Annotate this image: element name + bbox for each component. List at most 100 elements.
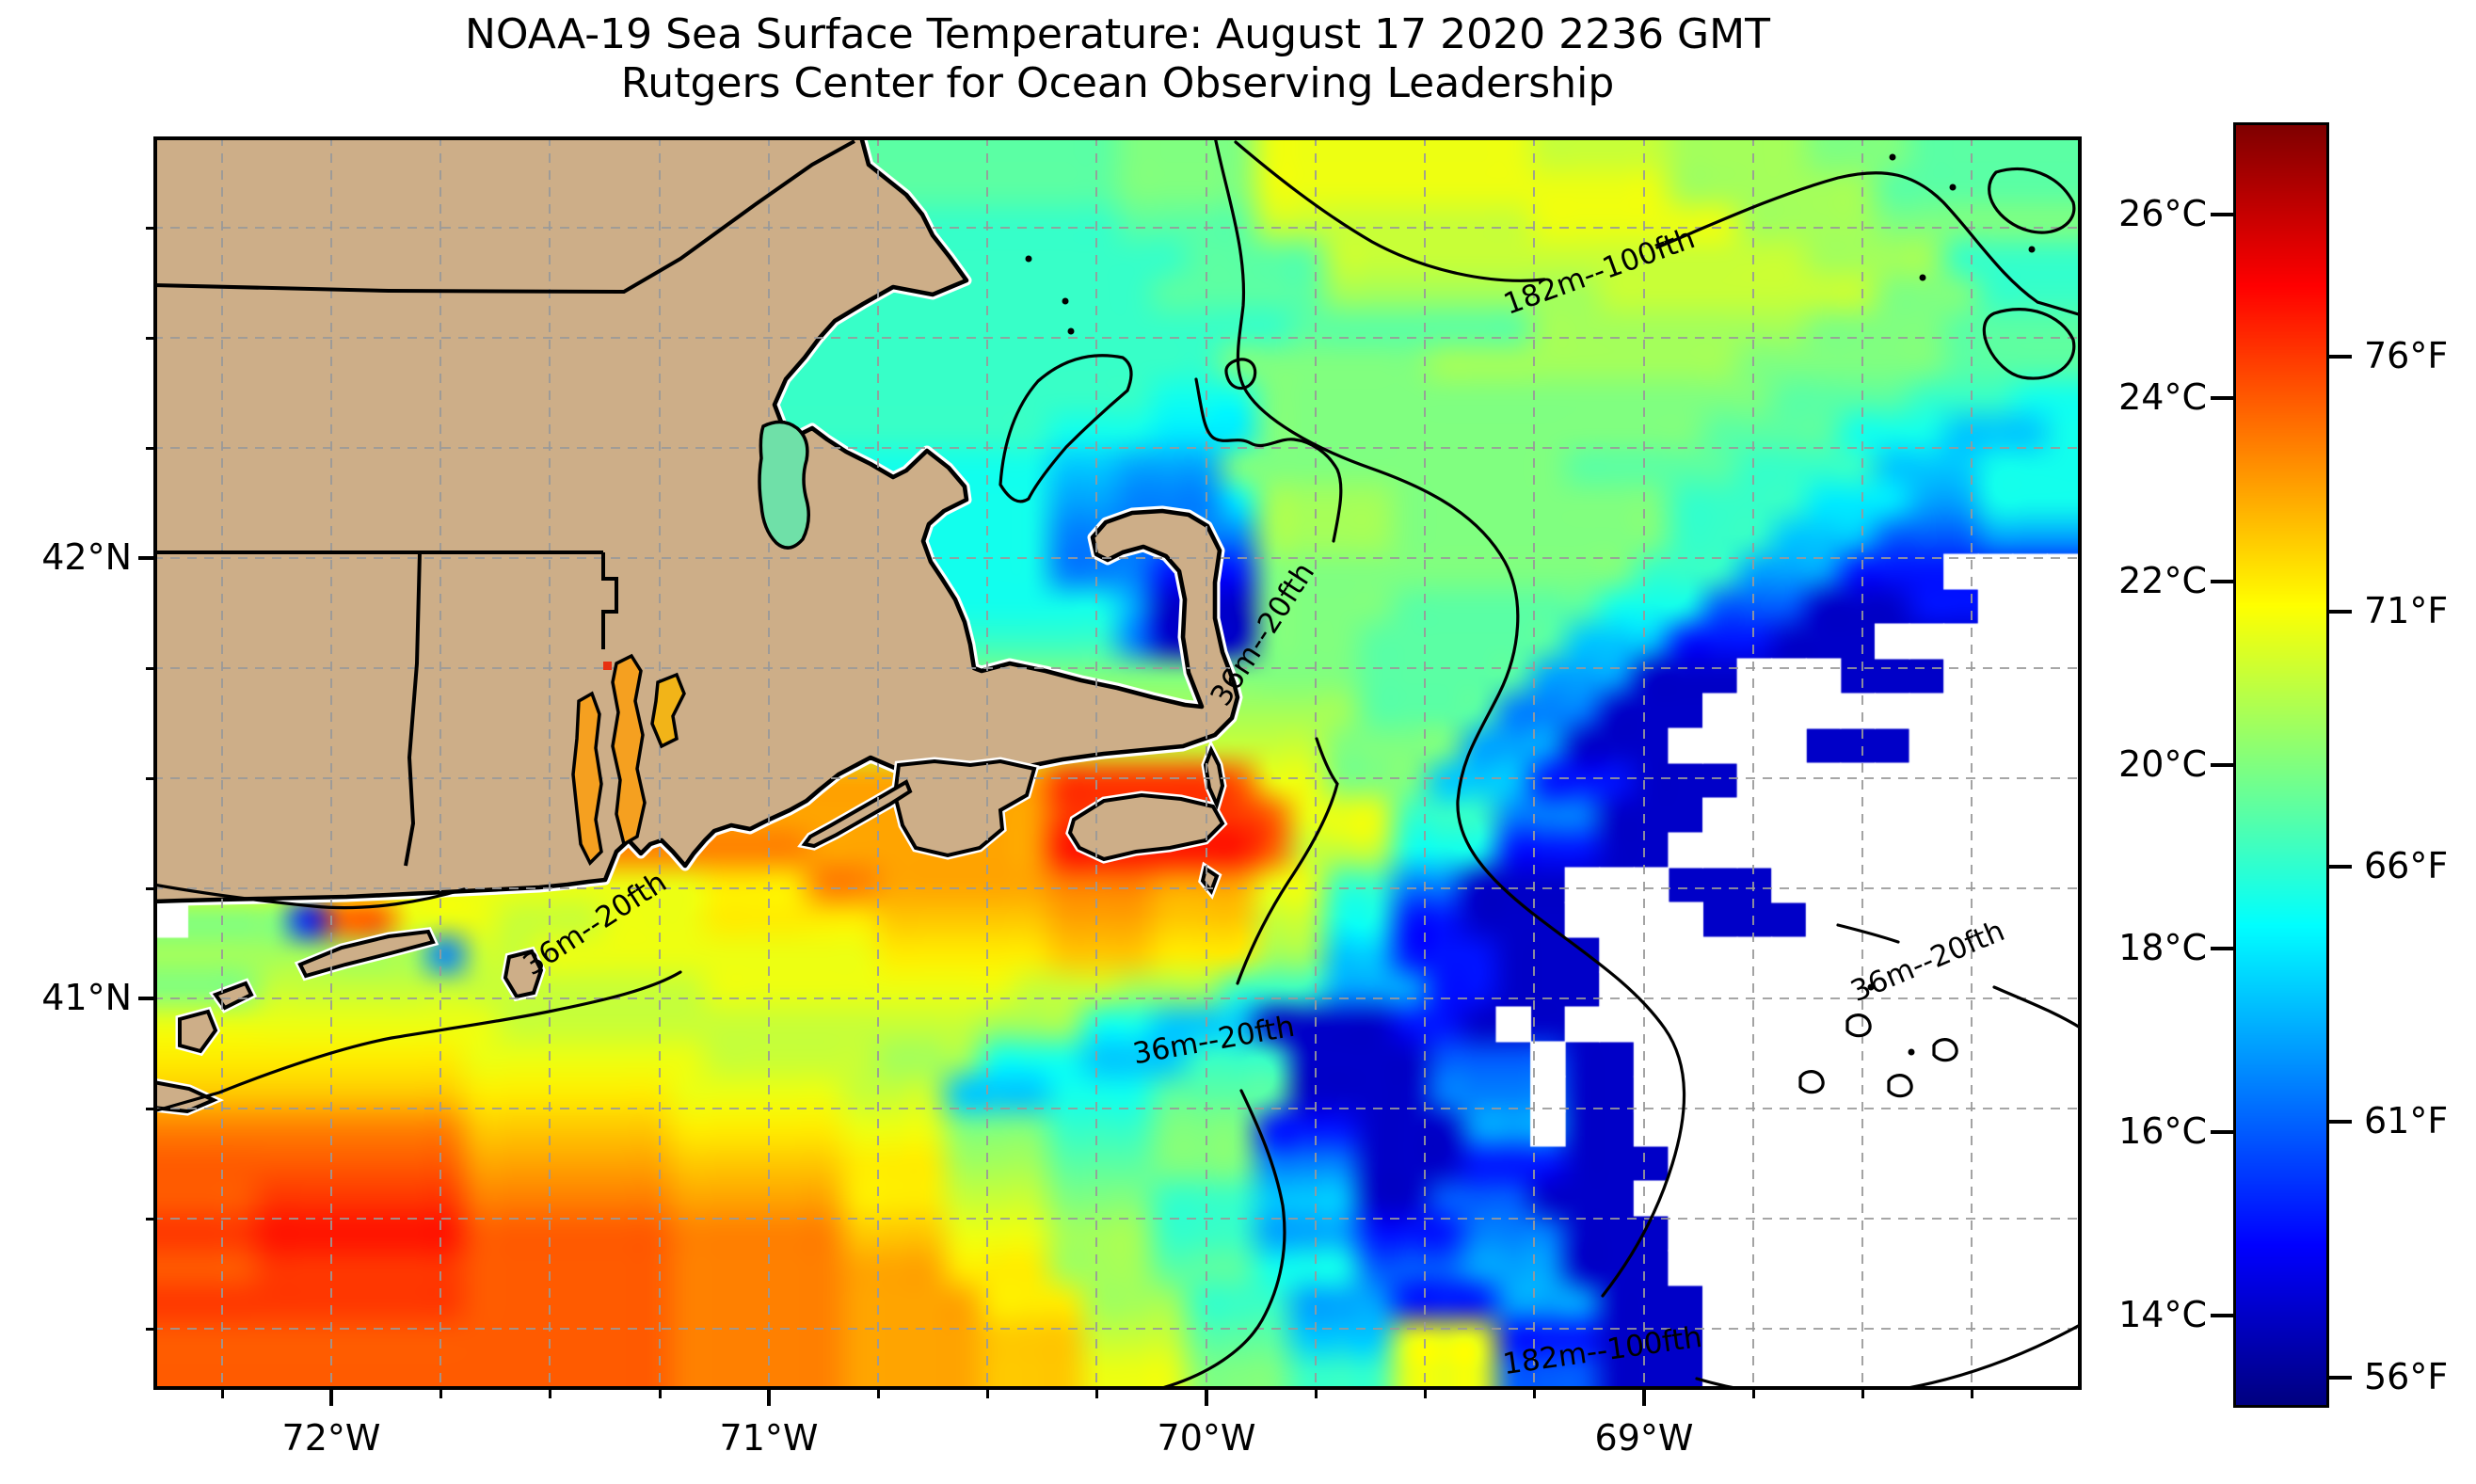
lon-tick-label: 71°W xyxy=(719,1417,819,1459)
island xyxy=(212,981,254,1011)
lat-major-tick xyxy=(138,997,153,1000)
island xyxy=(1067,792,1225,862)
lon-major-tick xyxy=(767,1390,771,1406)
colorbar-celsius-tick xyxy=(2211,212,2233,216)
lat-minor-tick xyxy=(146,666,153,670)
lon-minor-tick xyxy=(439,1390,442,1398)
lon-tick-label: 69°W xyxy=(1594,1417,1694,1459)
land-group xyxy=(148,131,1243,1116)
graticule-group xyxy=(153,136,2082,1390)
bathymetry-contour xyxy=(1234,140,1546,282)
lon-minor-tick xyxy=(548,1390,551,1398)
lon-major-tick xyxy=(329,1390,333,1406)
lon-minor-tick xyxy=(1861,1390,1864,1398)
lat-minor-tick xyxy=(146,336,153,340)
lat-minor-tick xyxy=(146,776,153,780)
colorbar-fahrenheit-label: 66°F xyxy=(2364,845,2449,887)
contour-label: 36m--20fth xyxy=(1845,914,2009,1009)
colorbar-celsius-tick xyxy=(2211,1314,2233,1318)
colorbar-celsius-label: 18°C xyxy=(2118,927,2207,969)
lon-minor-tick xyxy=(985,1390,989,1398)
lat-minor-tick xyxy=(146,1327,153,1331)
colorbar-fahrenheit-label: 71°F xyxy=(2364,590,2449,632)
lon-minor-tick xyxy=(876,1390,880,1398)
colorbar-fahrenheit-tick xyxy=(2329,865,2352,870)
contour-group xyxy=(152,135,2084,1398)
bay-water xyxy=(571,691,603,866)
lon-major-tick xyxy=(1205,1390,1208,1406)
island xyxy=(1203,745,1225,810)
bathymetry-contour xyxy=(1932,1038,1958,1062)
lat-tick-label: 42°N xyxy=(41,536,132,578)
colorbar-celsius-tick xyxy=(2211,395,2233,400)
bathymetry-contour xyxy=(1982,308,2076,380)
colorbar-celsius-tick xyxy=(2211,1130,2233,1135)
island xyxy=(178,1009,218,1054)
figure-title: NOAA-19 Sea Surface Temperature: August … xyxy=(465,10,1770,58)
colorbar-fahrenheit-tick xyxy=(2329,1120,2352,1125)
bathymetry-contour xyxy=(1695,1322,2084,1398)
lon-minor-tick xyxy=(1970,1390,1973,1398)
figure-subtitle: Rutgers Center for Ocean Observing Leade… xyxy=(620,59,1615,107)
map-overlay: 182m--100fth 36m--20fth 36m--20fth 36m--20f… xyxy=(148,131,2084,1398)
lon-minor-tick xyxy=(1751,1390,1755,1398)
colorbar-celsius-label: 16°C xyxy=(2118,1110,2207,1153)
state-border xyxy=(404,551,422,867)
bathymetry-contour xyxy=(1845,1013,1872,1038)
lon-major-tick xyxy=(1642,1390,1646,1406)
bay-water xyxy=(611,653,647,847)
lon-tick-label: 72°W xyxy=(281,1417,381,1459)
bathymetry-contour xyxy=(1836,923,1900,944)
bathymetry-contour xyxy=(152,883,466,910)
colorbar-fahrenheit-tick xyxy=(2329,610,2352,614)
map-plot-area: 182m--100fth 36m--20fth 36m--20fth 36m--20f… xyxy=(148,131,2084,1398)
colorbar-celsius-tick xyxy=(2211,947,2233,951)
colorbar-gradient xyxy=(2236,125,2326,1405)
state-border xyxy=(152,139,855,295)
island xyxy=(503,949,544,999)
lat-major-tick xyxy=(138,556,153,560)
bay-water xyxy=(758,420,810,550)
bay-water xyxy=(650,672,686,749)
bathymetry-contour xyxy=(1992,985,2084,1030)
bathymetry-contour xyxy=(998,354,1133,503)
colorbar-celsius-label: 14°C xyxy=(2118,1294,2207,1336)
contour-dot xyxy=(1949,184,1957,191)
bathymetry-contour xyxy=(1988,168,2076,234)
lon-minor-tick xyxy=(1314,1390,1318,1398)
colorbar-celsius-label: 24°C xyxy=(2118,375,2207,418)
colorbar-celsius-label: 22°C xyxy=(2118,559,2207,601)
contour-dot xyxy=(1908,1048,1915,1056)
contour-dot xyxy=(1062,297,1069,305)
colorbar-celsius-tick xyxy=(2211,763,2233,767)
state-border xyxy=(601,552,618,649)
bay-group xyxy=(571,420,810,866)
contour-dot xyxy=(1025,255,1032,263)
island xyxy=(801,779,913,849)
colorbar-fahrenheit-tick xyxy=(2329,355,2352,359)
bathymetry-contour xyxy=(1213,135,1686,1298)
map-overlay-svg: 182m--100fth36m--20fth36m--20fth36m--20f… xyxy=(148,131,2084,1398)
colorbar-fahrenheit-tick xyxy=(2329,1375,2352,1380)
lat-minor-tick xyxy=(146,886,153,890)
colorbar-fahrenheit-label: 76°F xyxy=(2364,335,2449,377)
contour-dot xyxy=(1067,327,1075,335)
lat-minor-tick xyxy=(146,1107,153,1110)
state-border-group xyxy=(152,139,855,867)
bathymetry-contour xyxy=(1236,737,1339,985)
colorbar-fahrenheit-label: 56°F xyxy=(2364,1355,2449,1397)
colorbar xyxy=(2233,122,2329,1408)
contour-dot xyxy=(1889,153,1896,161)
colorbar-celsius-tick xyxy=(2211,579,2233,583)
bathymetry-contour xyxy=(1224,358,1257,391)
lon-minor-tick xyxy=(1423,1390,1427,1398)
bathymetry-contour xyxy=(1194,377,1343,543)
lon-minor-tick xyxy=(1094,1390,1098,1398)
island xyxy=(297,929,436,979)
contour-dot xyxy=(2028,246,2036,253)
lon-minor-tick xyxy=(220,1390,224,1398)
colorbar-fahrenheit-label: 61°F xyxy=(2364,1100,2449,1142)
contour-label: 36m--20fth xyxy=(1130,1010,1297,1072)
lon-tick-label: 70°W xyxy=(1157,1417,1256,1459)
